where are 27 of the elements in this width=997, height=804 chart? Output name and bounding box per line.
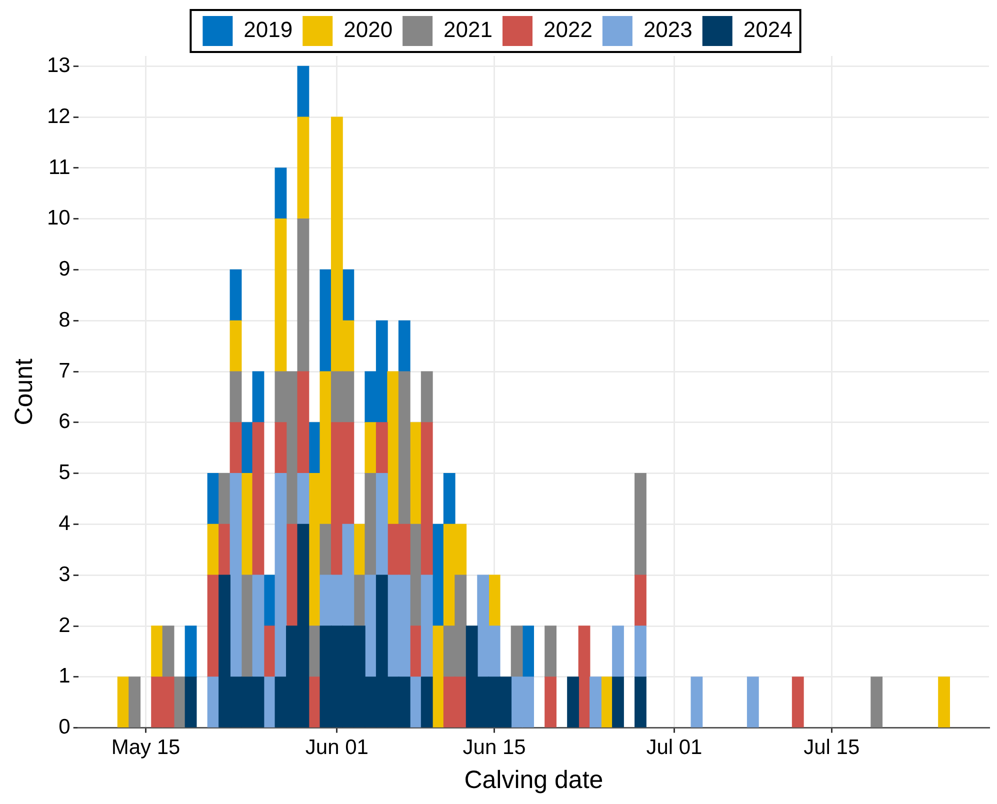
y-tick-label: 4 xyxy=(58,512,71,536)
x-tick-label: Jul 01 xyxy=(646,736,702,760)
x-axis-title: Calving date xyxy=(464,766,604,794)
x-tick-label: Jun 01 xyxy=(305,736,368,760)
y-tick-label: 8 xyxy=(58,308,70,332)
legend-label: 2024 xyxy=(743,17,792,42)
legend-label: 2020 xyxy=(344,17,393,42)
y-tick-label: 2 xyxy=(58,614,70,637)
y-tick-label: 10 xyxy=(47,206,70,230)
y-tick-label: 1 xyxy=(58,664,70,688)
y-tick-label: 5 xyxy=(58,461,70,484)
y-tick-label: 13 xyxy=(47,54,70,77)
y-tick-label: 6 xyxy=(58,410,70,434)
y-tick-label: 0 xyxy=(58,716,70,739)
x-tick-label: Jun 15 xyxy=(462,736,526,760)
y-axis-title: Count xyxy=(10,358,38,426)
y-tick-label: 3 xyxy=(58,562,70,586)
y-tick-label: 11 xyxy=(48,156,70,179)
legend-label: 2021 xyxy=(444,17,493,42)
y-tick-label: 7 xyxy=(58,359,70,382)
legend-label: 2022 xyxy=(544,17,592,42)
legend-label: 2023 xyxy=(643,17,692,42)
x-tick-label: May 15 xyxy=(111,736,180,760)
y-tick-label: 9 xyxy=(58,258,70,281)
y-tick-label: 12 xyxy=(47,104,70,128)
legend-label: 2019 xyxy=(244,17,293,42)
x-tick-label: Jul 15 xyxy=(804,736,860,760)
